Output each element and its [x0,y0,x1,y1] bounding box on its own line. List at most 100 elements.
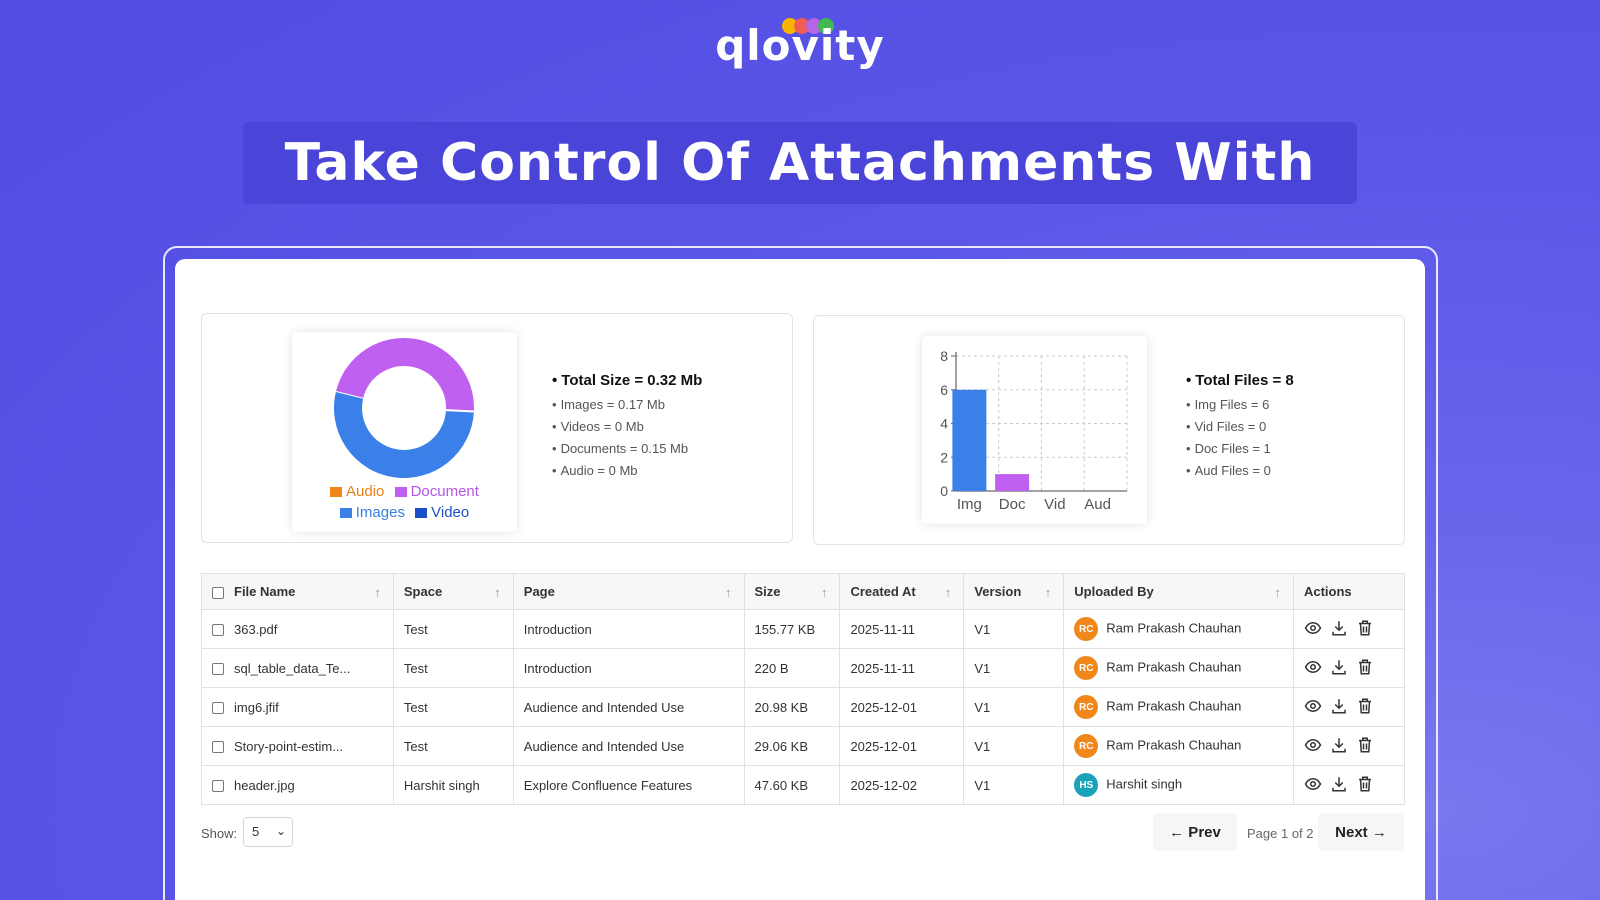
bar-img[interactable] [952,389,987,491]
x-tick-label: Vid [1044,496,1065,513]
size-row-audio: • Audio = 0 Mb [552,463,638,478]
donut-chart-box: Audio Document Images Video [292,332,517,532]
file-name-cell[interactable]: header.jpg [201,765,394,805]
row-checkbox[interactable] [212,624,224,637]
size-cell: 155.77 KB [743,609,841,649]
files-bar-chart: 0 2 4 6 8 Img Doc Vid Aud [940,348,1128,513]
headline-text: Take Control Of Attachments With [284,133,1316,193]
table-row[interactable]: sql_table_data_Te... Test Introduction 220 … [201,648,1406,688]
y-tick-label: 8 [940,348,948,364]
delete-icon[interactable] [1356,736,1374,757]
version-cell: V1 [963,765,1065,805]
sort-icon[interactable]: ↑ [820,585,828,600]
column-size[interactable]: Size ↑ [743,573,841,610]
legend-item-images[interactable]: Images [339,503,405,523]
sort-icon[interactable]: ↑ [494,585,501,600]
view-icon[interactable] [1304,775,1322,796]
legend-item-video[interactable]: Video [415,503,469,523]
file-name-cell[interactable]: img6.jfif [201,687,394,727]
delete-icon[interactable] [1356,619,1374,640]
sort-icon[interactable]: ↑ [1044,585,1052,600]
row-checkbox[interactable] [212,663,224,676]
chevron-down-icon: ⌄ [275,824,286,838]
version-cell: V1 [963,687,1065,727]
column-created-at[interactable]: Created At ↑ [839,573,965,610]
donut-slice-document[interactable] [336,338,474,412]
select-all-checkbox[interactable] [212,586,224,599]
delete-icon[interactable] [1356,775,1374,796]
version-cell: V1 [963,726,1065,766]
actions-cell [1292,687,1406,727]
uploaded-by-cell: RC Ram Prakash Chauhan [1063,609,1294,649]
download-icon[interactable] [1330,775,1348,796]
x-tick-label: Doc [999,496,1026,513]
uploaded-by-cell: RC Ram Prakash Chauhan [1063,648,1294,688]
row-checkbox[interactable] [212,702,224,715]
view-icon[interactable] [1304,736,1322,757]
files-row-doc: • Doc Files = 1 [1186,441,1271,456]
size-summary-card: Audio Document Images Video • Total Size … [201,313,793,543]
table-footer: Show: 5 ⌄ ← Prev Page 1 of 2 Next → [201,813,1405,851]
donut-slice-images[interactable] [334,391,474,478]
total-size: • Total Size = 0.32 Mb [552,372,703,389]
show-label: Show: [201,826,238,841]
download-icon[interactable] [1330,658,1348,679]
delete-icon[interactable] [1356,658,1374,679]
avatar: RC [1074,695,1099,719]
table-row[interactable]: img6.jfif Test Audience and Intended Use 20… [201,687,1406,727]
file-name-cell[interactable]: sql_table_data_Te... [201,648,394,688]
download-icon[interactable] [1330,619,1348,640]
next-page-button[interactable]: Next → [1318,813,1404,851]
column-version[interactable]: Version ↑ [963,573,1065,610]
legend-item-document[interactable]: Document [394,482,479,502]
row-checkbox[interactable] [212,780,224,793]
version-cell: V1 [963,648,1065,688]
sort-icon[interactable]: ↑ [944,585,952,600]
column-actions: Actions [1292,573,1406,610]
file-name-cell[interactable]: Story-point-estim... [201,726,394,766]
delete-icon[interactable] [1356,697,1374,718]
size-stats: • Total Size = 0.32 Mb • Images = 0.17 Mb … [552,372,702,485]
total-files: • Total Files = 8 [1186,372,1294,389]
sort-icon[interactable]: ↑ [725,585,732,600]
row-checkbox[interactable] [212,741,224,754]
legend-item-audio[interactable]: Audio [330,482,384,502]
sort-icon[interactable]: ↑ [374,585,381,600]
donut-legend: Audio Document Images Video [292,482,517,524]
actions-cell [1292,726,1406,766]
page-info: Page 1 of 2 [1247,826,1314,841]
sort-icon[interactable]: ↑ [1274,585,1281,600]
avatar: RC [1074,656,1099,680]
y-tick-label: 2 [940,449,948,465]
view-icon[interactable] [1304,658,1322,679]
prev-page-button[interactable]: ← Prev [1153,813,1237,851]
table-row[interactable]: Story-point-estim... Test Audience and Int… [201,726,1406,766]
avatar: RC [1074,734,1099,758]
uploaded-by-cell: RC Ram Prakash Chauhan [1063,687,1294,727]
avatar: RC [1074,617,1099,641]
download-icon[interactable] [1330,736,1348,757]
column-file-name[interactable]: File Name ↑ [201,573,394,610]
file-name-cell[interactable]: 363.pdf [201,609,394,649]
size-cell: 47.60 KB [743,765,841,805]
donut-slice-separator [445,409,474,413]
bar-doc[interactable] [995,474,1030,491]
table-row[interactable]: header.jpg Harshit singh Explore Confluenc… [201,765,1406,805]
created-at-cell: 2025-11-11 [839,609,965,649]
files-summary-card: 0 2 4 6 8 Img Doc Vid Aud • Total Files = 8 • Img … [813,315,1405,545]
page-size-select[interactable]: 5 ⌄ [243,817,293,847]
column-page[interactable]: Page ↑ [512,573,745,610]
page-cell: Audience and Intended Use [512,726,745,766]
page-cell: Audience and Intended Use [512,687,745,727]
space-cell: Test [392,687,514,727]
view-icon[interactable] [1304,697,1322,718]
view-icon[interactable] [1304,619,1322,640]
brand-name: qlovity [715,21,885,70]
attachments-panel: Audio Document Images Video • Total Size … [175,259,1425,900]
column-space[interactable]: Space ↑ [392,573,514,610]
column-uploaded-by[interactable]: Uploaded By ↑ [1063,573,1294,610]
table-row[interactable]: 363.pdf Test Introduction 155.77 KB 2025-11-… [201,609,1406,649]
actions-cell [1292,609,1406,649]
y-tick-label: 0 [940,483,948,499]
download-icon[interactable] [1330,697,1348,718]
